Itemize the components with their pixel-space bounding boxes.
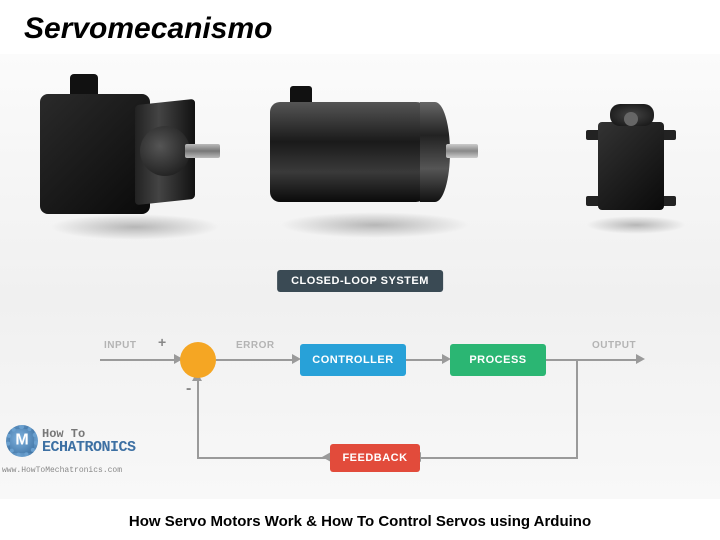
logo-line1: How To bbox=[42, 428, 136, 440]
motor-brushless bbox=[270, 84, 480, 224]
closed-loop-diagram: CLOSED-LOOP SYSTEM CONTROLLER PROCESS FE… bbox=[0, 264, 720, 499]
shadow bbox=[586, 216, 686, 234]
label-output: OUTPUT bbox=[592, 340, 636, 351]
motor-industrial bbox=[40, 74, 220, 234]
gear-icon bbox=[6, 425, 38, 457]
shadow bbox=[50, 214, 220, 240]
footer-caption: How Servo Motors Work & How To Control S… bbox=[0, 513, 720, 530]
shadow bbox=[280, 212, 470, 238]
feedback-block: FEEDBACK bbox=[330, 444, 420, 472]
plus-sign: + bbox=[158, 334, 166, 350]
label-error: ERROR bbox=[236, 340, 275, 351]
source-logo: How To ECHATRONICS bbox=[6, 419, 156, 463]
minus-sign: - bbox=[186, 380, 191, 398]
process-block: PROCESS bbox=[450, 344, 546, 376]
motors-row bbox=[0, 54, 720, 274]
logo-url: www.HowToMechatronics.com bbox=[2, 466, 122, 475]
label-input: INPUT bbox=[104, 340, 137, 351]
illustration-area: CLOSED-LOOP SYSTEM CONTROLLER PROCESS FE… bbox=[0, 54, 720, 499]
motor-hobby-servo bbox=[584, 104, 684, 224]
page-title: Servomecanismo bbox=[0, 0, 720, 54]
logo-line2: ECHATRONICS bbox=[42, 440, 136, 455]
controller-block: CONTROLLER bbox=[300, 344, 406, 376]
diagram-title: CLOSED-LOOP SYSTEM bbox=[277, 270, 443, 292]
summing-junction bbox=[180, 342, 216, 378]
